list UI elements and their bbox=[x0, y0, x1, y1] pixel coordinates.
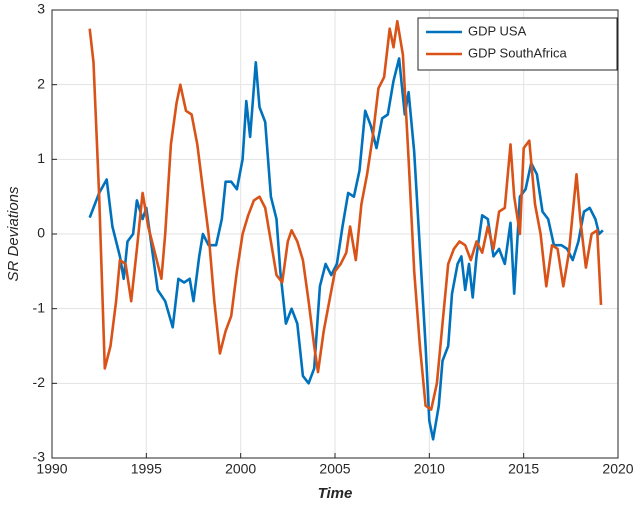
y-axis-label: SR Deviations bbox=[5, 186, 22, 282]
y-tick-label: 2 bbox=[37, 75, 45, 91]
y-tick-label: 1 bbox=[37, 150, 45, 166]
x-tick-label: 1990 bbox=[36, 461, 67, 477]
x-tick-label: 2005 bbox=[319, 461, 350, 477]
y-tick-label: 3 bbox=[37, 1, 45, 17]
y-tick-label: -3 bbox=[33, 449, 46, 465]
plot-frame bbox=[51, 9, 619, 459]
x-tick-label: 1995 bbox=[131, 461, 162, 477]
x-axis-label: Time bbox=[318, 485, 353, 502]
legend-box bbox=[417, 17, 618, 71]
y-tick-label: -2 bbox=[33, 374, 46, 390]
x-tick-label: 2020 bbox=[602, 461, 633, 477]
legend-label: GDP USA bbox=[468, 23, 527, 38]
y-tick-label: 0 bbox=[37, 225, 45, 241]
x-tick-label: 2015 bbox=[508, 461, 539, 477]
legend-label: GDP SouthAfrica bbox=[468, 45, 568, 60]
data-line bbox=[88, 19, 603, 411]
x-tick-label: 2010 bbox=[414, 461, 445, 477]
data-line bbox=[88, 57, 604, 441]
y-tick-label: -1 bbox=[33, 299, 46, 315]
x-tick-label: 2000 bbox=[225, 461, 256, 477]
